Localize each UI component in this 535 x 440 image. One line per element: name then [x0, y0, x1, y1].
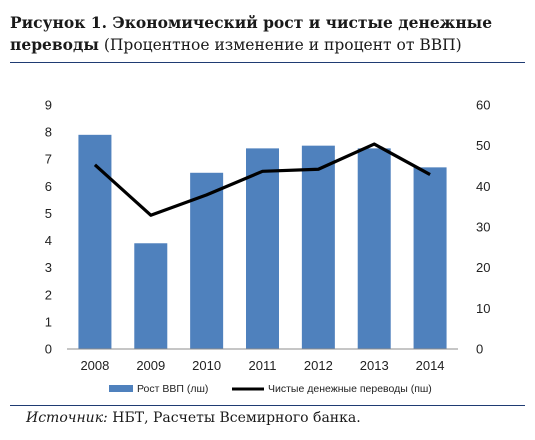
bar-2010 [190, 172, 224, 349]
title-subtitle: (Процентное изменение и процент от ВВП) [103, 36, 462, 54]
bar-2008 [78, 134, 112, 349]
left-tick-label: 8 [45, 125, 52, 140]
bar-2009 [134, 243, 168, 349]
bar-2011 [246, 148, 279, 349]
bar-2012 [301, 145, 335, 349]
x-tick-label: 2014 [416, 358, 445, 373]
x-tick-label: 2011 [249, 358, 277, 373]
legend-bar-swatch [109, 385, 133, 392]
left-axis: 0 1 2 3 4 5 6 7 8 9 [45, 98, 52, 357]
left-tick-label: 5 [45, 206, 52, 221]
right-tick-label: 30 [476, 220, 490, 235]
title-bold: Рисунок 1. Экономический рост и чистые д… [10, 13, 493, 54]
left-tick-label: 0 [45, 342, 52, 357]
bar-2013 [357, 148, 391, 349]
top-rule [10, 62, 525, 63]
left-tick-label: 2 [45, 287, 52, 302]
x-axis: 2008 2009 2010 2011 2012 2013 2014 [80, 358, 444, 373]
chart-title: Рисунок 1. Экономический рост и чистые д… [10, 12, 525, 56]
left-tick-label: 3 [45, 260, 52, 275]
bar-2014 [413, 167, 447, 349]
x-tick-label: 2012 [304, 358, 333, 373]
x-tick-label: 2010 [192, 358, 221, 373]
right-axis: 0 10 20 30 40 50 60 [476, 98, 490, 357]
left-tick-label: 9 [45, 98, 52, 113]
legend: Рост ВВП (лш) Чистые денежные переводы (… [109, 383, 432, 395]
legend-line-label: Чистые денежные переводы (пш) [268, 383, 432, 395]
right-tick-label: 20 [476, 260, 490, 275]
plot-area [78, 134, 447, 349]
left-tick-label: 4 [45, 233, 52, 248]
bottom-rule [10, 405, 525, 406]
right-tick-label: 40 [476, 179, 490, 194]
x-tick-label: 2009 [136, 358, 165, 373]
x-tick-label: 2013 [360, 358, 389, 373]
x-tick-label: 2008 [80, 358, 109, 373]
right-tick-label: 10 [476, 301, 490, 316]
left-tick-label: 7 [45, 152, 52, 167]
left-tick-label: 6 [45, 179, 52, 194]
source-text: НБТ, Расчеты Всемирного банка. [112, 410, 361, 426]
right-tick-label: 50 [476, 138, 490, 153]
right-tick-label: 60 [476, 98, 490, 113]
source-label: Источник: [26, 410, 108, 426]
left-tick-label: 1 [45, 314, 52, 329]
source-note: Источник: НБТ, Расчеты Всемирного банка. [26, 410, 361, 426]
right-tick-label: 0 [476, 342, 483, 357]
legend-bar-label: Рост ВВП (лш) [137, 383, 208, 395]
